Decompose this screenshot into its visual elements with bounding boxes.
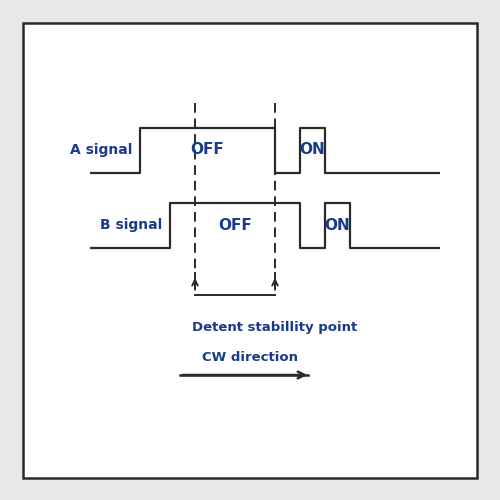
Text: OFF: OFF [190,142,224,158]
Text: Detent stabillity point: Detent stabillity point [192,321,358,334]
Text: ON: ON [324,218,350,232]
Text: OFF: OFF [218,218,252,232]
Text: B signal: B signal [100,218,162,232]
Text: CW direction: CW direction [202,351,298,364]
Text: ON: ON [300,142,326,158]
FancyBboxPatch shape [22,22,477,477]
Text: A signal: A signal [70,143,132,157]
